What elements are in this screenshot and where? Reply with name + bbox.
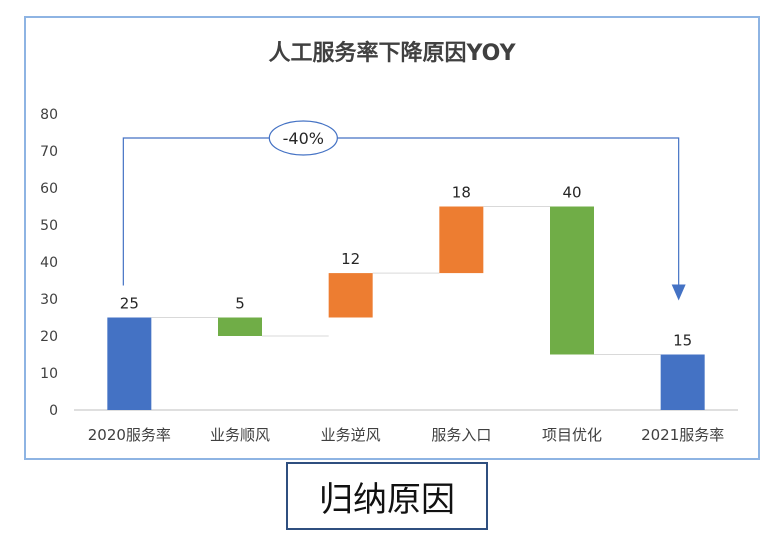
bar [439, 206, 484, 274]
bar [328, 273, 373, 318]
y-tick-label: 10 [40, 366, 58, 382]
y-tick-label: 50 [40, 218, 58, 234]
caption-text: 归纳原因 [319, 479, 455, 520]
y-tick-label: 0 [49, 403, 58, 419]
annotation-bubble [268, 120, 338, 156]
connector-lines [151, 206, 661, 355]
bar [218, 317, 262, 336]
data-label: 40 [562, 184, 581, 202]
x-tick-label: 业务顺风 [210, 426, 270, 444]
chart-frame: 人工服务率下降原因YOY 0 10 20 30 40 50 60 70 80 2020服务率 业务… [24, 16, 760, 460]
y-tick-label: 20 [40, 329, 58, 345]
data-label: 12 [341, 250, 360, 268]
change-annotation: -40% [122, 120, 686, 301]
arrow-head-icon [671, 284, 686, 301]
data-label: 15 [673, 332, 692, 350]
x-tick-label: 服务入口 [431, 426, 491, 444]
y-tick-label: 70 [40, 144, 58, 160]
annotation-label: -40% [283, 129, 324, 148]
bars [107, 206, 705, 410]
bar [107, 317, 152, 410]
waterfall-chart: 人工服务率下降原因YOY 0 10 20 30 40 50 60 70 80 2020服务率 业务… [40, 40, 738, 444]
data-label: 5 [235, 295, 245, 313]
y-axis: 0 10 20 30 40 50 60 70 80 [40, 107, 58, 419]
x-tick-label: 2020服务率 [88, 426, 171, 444]
y-tick-label: 80 [40, 107, 58, 123]
x-tick-label: 项目优化 [542, 426, 602, 444]
y-tick-label: 60 [40, 181, 58, 197]
caption-box: 归纳原因 [286, 462, 488, 530]
bar-labels: 25 5 12 18 40 15 [120, 184, 692, 350]
bar [660, 354, 705, 410]
data-label: 18 [452, 184, 471, 202]
y-tick-label: 30 [40, 292, 58, 308]
bar [550, 206, 594, 355]
data-label: 25 [120, 295, 139, 313]
y-tick-label: 40 [40, 255, 58, 271]
annotation-bracket [122, 137, 680, 286]
chart-title: 人工服务率下降原因YOY [269, 40, 517, 66]
x-tick-label: 2021服务率 [641, 426, 724, 444]
x-axis: 2020服务率 业务顺风 业务逆风 服务入口 项目优化 2021服务率 [74, 409, 738, 444]
x-tick-label: 业务逆风 [321, 426, 381, 444]
